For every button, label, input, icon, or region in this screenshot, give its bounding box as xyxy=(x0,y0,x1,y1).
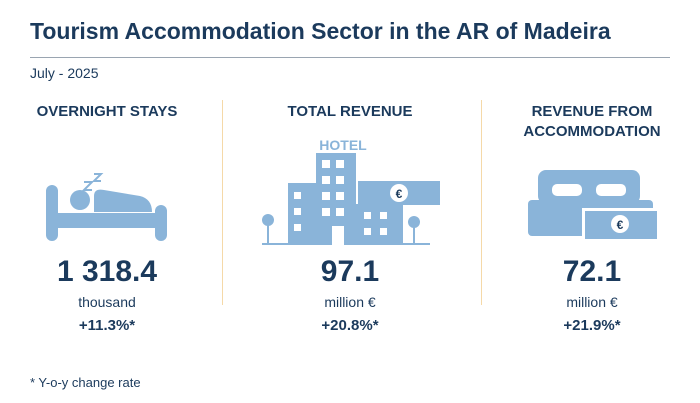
panel-value: 1 318.4 xyxy=(56,255,158,288)
panel-unit: million € xyxy=(324,294,376,310)
panel-change: +11.3%* xyxy=(78,317,136,334)
icon-symbol: € xyxy=(396,187,403,201)
rule xyxy=(30,57,670,58)
bed-icon xyxy=(46,173,167,241)
panel-heading: OVERNIGHT STAYS xyxy=(36,103,178,120)
accommodation-icon: € xyxy=(528,170,660,242)
hotel-icon: HOTEL € xyxy=(262,137,440,245)
panel-unit: thousand xyxy=(78,294,136,310)
panel-heading: TOTAL REVENUE xyxy=(287,103,413,120)
panel-value: 72.1 xyxy=(562,255,622,288)
icon-label: HOTEL xyxy=(319,137,367,153)
subtitle: July - 2025 xyxy=(30,65,99,81)
panel-heading: REVENUE FROM ACCOMMODATION xyxy=(523,103,661,140)
panel-value: 97.1 xyxy=(320,255,380,288)
divider xyxy=(222,100,223,305)
icon-symbol: € xyxy=(617,218,624,232)
footnote: * Y-o-y change rate xyxy=(30,375,141,390)
divider xyxy=(481,100,482,305)
panel-change: +21.9%* xyxy=(563,317,621,334)
panel-change: +20.8%* xyxy=(321,317,379,334)
title: Tourism Accommodation Sector in the AR o… xyxy=(30,18,611,44)
panel-unit: million € xyxy=(566,294,618,310)
